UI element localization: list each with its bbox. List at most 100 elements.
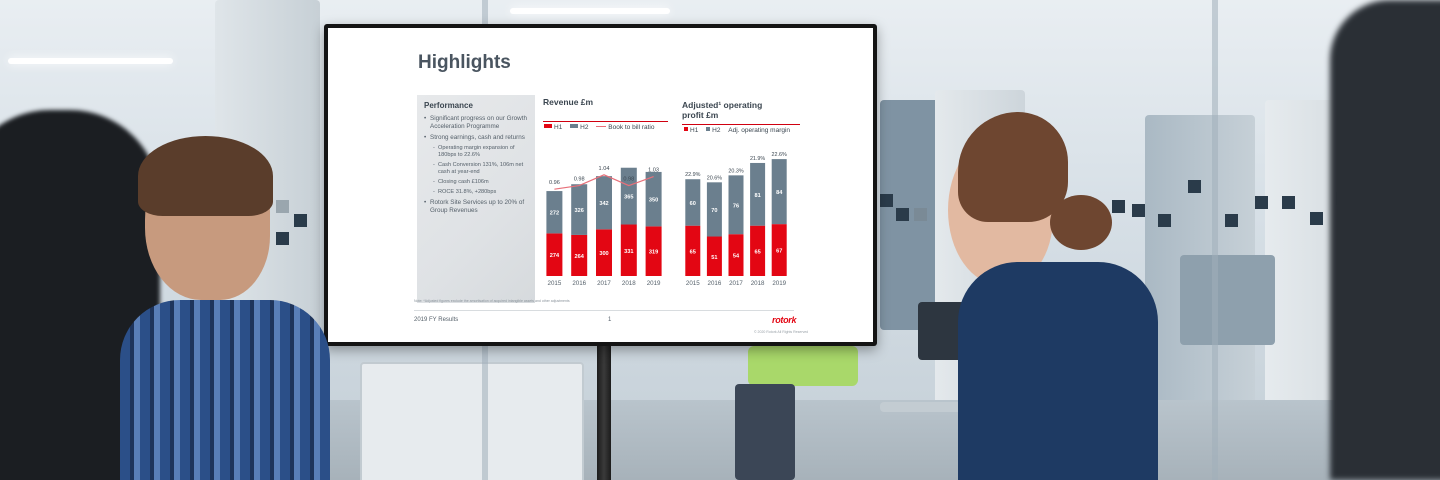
glass-decal	[896, 208, 909, 221]
woman-hair-bun	[1050, 195, 1112, 250]
performance-subitem: ROCE 31.8%, +280bps	[422, 189, 532, 196]
bar-h2	[546, 191, 563, 234]
bar-h1	[706, 236, 722, 276]
bar-h1	[645, 226, 662, 276]
ceiling-light	[510, 8, 670, 14]
footer-rule	[414, 310, 794, 311]
woman-hair	[958, 112, 1068, 222]
glass-decal	[1225, 214, 1238, 227]
glass-decal	[1282, 196, 1295, 209]
glass-decal	[1112, 200, 1125, 213]
bar-value-label: 319	[649, 250, 658, 256]
bar-h1	[771, 224, 787, 276]
x-tick-label: 2018	[751, 280, 765, 287]
bar-h2	[706, 182, 722, 237]
blurred-foreground-person	[1330, 0, 1440, 480]
glass-decal	[1158, 214, 1171, 227]
bar-h2	[771, 159, 787, 225]
slide-footnote: Note: *Adjusted figures exclude the amor…	[414, 299, 570, 303]
bar-value-label: 350	[649, 198, 658, 204]
glass-decal	[1132, 204, 1145, 217]
bar-h1	[620, 224, 637, 276]
glass-decal	[914, 208, 927, 221]
performance-item: Significant progress on our Growth Accel…	[422, 115, 532, 131]
bar-h2	[596, 176, 612, 230]
glass-decal	[1255, 196, 1268, 209]
desk	[880, 402, 1020, 412]
book-to-bill-label: 1.03	[648, 168, 659, 174]
legend-h2: H2	[570, 124, 588, 131]
performance-list: Significant progress on our Growth Accel…	[422, 115, 532, 218]
bar-value-label: 264	[575, 254, 585, 260]
bar-value-label: 300	[599, 251, 608, 257]
x-tick-label: 2015	[548, 280, 562, 287]
revenue-legend: H1 H2 Book to bill ratio	[544, 124, 661, 131]
worker-figure	[735, 384, 795, 480]
performance-subitem: Operating margin expansion of 180bps to …	[422, 145, 532, 159]
glass-decal	[880, 194, 893, 207]
bar-value-label: 65	[690, 249, 696, 255]
book-to-bill-label: 0.96	[549, 180, 560, 186]
bar-h2	[571, 184, 588, 235]
bar-h1	[750, 225, 766, 276]
bar-value-label: 81	[754, 193, 760, 199]
glass-decal	[276, 232, 289, 245]
performance-item: Strong earnings, cash and returns	[422, 134, 532, 142]
bar-h2	[685, 179, 701, 226]
bar-value-label: 365	[624, 195, 633, 201]
x-tick-label: 2016	[572, 280, 586, 287]
legend-margin: Adj. operating margin	[728, 127, 791, 134]
glass-decal	[294, 214, 307, 227]
bar-h2	[645, 171, 662, 227]
x-tick-label: 2019	[772, 280, 786, 287]
rotork-logo: rotork	[772, 315, 797, 325]
background-machine	[1180, 255, 1275, 345]
profit-chart-title: Adjusted¹ operating profit £m	[682, 100, 763, 120]
x-tick-label: 2018	[622, 280, 636, 287]
ceiling-light	[8, 58, 173, 64]
glass-decal	[1310, 212, 1323, 225]
page-number: 1	[608, 317, 612, 323]
bar-h1	[571, 234, 588, 276]
book-to-bill-label: 1.04	[599, 166, 610, 172]
margin-label: 20.6%	[707, 175, 722, 181]
book-to-bill-label: 0.98	[574, 177, 585, 183]
copyright-text: © 2020 Rotork All Rights Reserved	[754, 330, 809, 334]
bar-h1	[596, 229, 612, 276]
x-tick-label: 2016	[708, 280, 722, 287]
slide-title: Highlights	[418, 52, 511, 73]
profit-legend: H1 H2 Adj. operating margin	[684, 127, 796, 134]
presentation-slide: Highlights Performance Significant progr…	[328, 28, 873, 342]
man-shirt	[120, 300, 330, 480]
margin-label: 22.9%	[685, 172, 700, 178]
bar-h1	[546, 233, 563, 276]
margin-label: 20.3%	[728, 168, 743, 174]
revenue-title-rule	[543, 121, 668, 122]
bar-h1	[728, 234, 744, 276]
bar-value-label: 65	[754, 249, 760, 255]
bar-value-label: 76	[733, 203, 739, 209]
x-tick-label: 2017	[597, 280, 611, 287]
performance-heading: Performance	[424, 101, 473, 110]
profit-chart: 65 60 2015 51 70 2016 54 76 2017 65 81 2018 67 84 2019…	[685, 152, 787, 287]
bar-value-label: 326	[575, 208, 584, 214]
profit-title-rule	[682, 124, 800, 125]
bar-value-label: 274	[550, 253, 560, 259]
legend-book-to-bill: Book to bill ratio	[596, 124, 655, 131]
margin-label: 22.6%	[772, 152, 787, 158]
glass-frame	[1212, 0, 1218, 480]
bar-value-label: 54	[733, 254, 740, 260]
glass-decal	[1188, 180, 1201, 193]
performance-subitem: Closing cash £106m	[422, 179, 532, 186]
bar-value-label: 84	[776, 190, 783, 196]
woman-jacket	[958, 262, 1158, 480]
bar-value-label: 272	[550, 211, 559, 217]
book-to-bill-label: 0.98	[623, 177, 634, 183]
performance-item: Rotork Site Services up to 20% of Group …	[422, 199, 532, 215]
workbench	[360, 362, 584, 480]
legend-h2: H2	[706, 127, 720, 134]
revenue-chart-title: Revenue £m	[543, 97, 594, 107]
tv-stand	[597, 346, 611, 480]
footer-title: 2019 FY Results	[414, 317, 459, 323]
